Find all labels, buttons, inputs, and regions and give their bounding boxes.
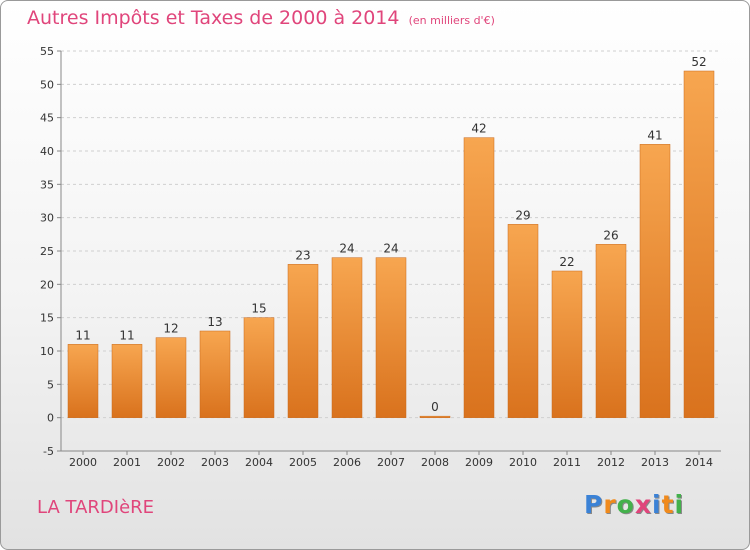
logo-letter: i: [652, 490, 662, 519]
x-tick-label: 2011: [553, 456, 581, 469]
chart-title-block: Autres Impôts et Taxes de 2000 à 2014 (e…: [27, 7, 495, 29]
y-tick-label: 15: [40, 312, 54, 325]
data-label: 42: [471, 122, 486, 136]
x-tick-label: 2014: [685, 456, 713, 469]
logo-letter: i: [674, 490, 685, 519]
bar-2004: [243, 317, 275, 418]
proxiti-logo[interactable]: Proxiti: [584, 490, 684, 519]
x-tick-label: 2005: [289, 456, 317, 469]
logo-letter: o: [616, 490, 635, 519]
bar-2014: [683, 70, 715, 418]
x-tick-label: 2012: [597, 456, 625, 469]
bar-2005: [287, 264, 319, 418]
bar-2007: [375, 257, 407, 418]
bar-2013: [639, 144, 671, 418]
x-tick-label: 2001: [113, 456, 141, 469]
data-label: 24: [383, 242, 398, 256]
y-tick-label: 25: [40, 245, 54, 258]
x-tick-label: 2009: [465, 456, 493, 469]
chart-unit: (en milliers d'€): [408, 14, 495, 27]
x-tick-label: 2013: [641, 456, 669, 469]
data-label: 0: [431, 400, 439, 414]
y-tick-label: -5: [43, 445, 54, 458]
x-tick-label: 2007: [377, 456, 405, 469]
logo-letter: t: [661, 490, 675, 519]
x-tick-label: 2004: [245, 456, 273, 469]
y-tick-label: 50: [40, 78, 54, 91]
commune-name: LA TARDIèRE: [37, 497, 155, 518]
data-label: 15: [251, 302, 266, 316]
bar-2002: [155, 337, 187, 418]
chart-title: Autres Impôts et Taxes de 2000 à 2014: [27, 7, 400, 29]
bar-2000: [67, 344, 99, 418]
x-tick-label: 2006: [333, 456, 361, 469]
x-tick-label: 2002: [157, 456, 185, 469]
data-label: 24: [339, 242, 354, 256]
data-label: 41: [647, 128, 662, 142]
y-tick-label: 30: [40, 212, 54, 225]
logo-letter: P: [584, 490, 604, 519]
bar-2009: [463, 137, 495, 418]
y-tick-label: 55: [40, 45, 54, 58]
bar-2008: [419, 415, 451, 418]
y-tick-label: 40: [40, 145, 54, 158]
bar-2010: [507, 224, 539, 418]
bar-2011: [551, 270, 583, 418]
bar-2012: [595, 244, 627, 418]
y-tick-label: 10: [40, 345, 54, 358]
data-label: 11: [119, 328, 134, 342]
data-label: 23: [295, 248, 310, 262]
data-label: 13: [207, 315, 222, 329]
data-label: 26: [603, 228, 618, 242]
y-tick-label: 0: [47, 412, 54, 425]
data-label: 12: [163, 322, 178, 336]
logo-letter: x: [634, 490, 652, 519]
y-tick-label: 5: [47, 378, 54, 391]
x-tick-label: 2010: [509, 456, 537, 469]
x-tick-label: 2000: [69, 456, 97, 469]
data-label: 29: [515, 208, 530, 222]
data-label: 52: [691, 55, 706, 69]
y-tick-label: 35: [40, 178, 54, 191]
bar-2006: [331, 257, 363, 418]
logo-letter: r: [603, 490, 617, 519]
y-tick-label: 20: [40, 278, 54, 291]
data-label: 22: [559, 255, 574, 269]
bar-2001: [111, 344, 143, 418]
x-tick-label: 2008: [421, 456, 449, 469]
y-tick-label: 45: [40, 112, 54, 125]
x-tick-label: 2003: [201, 456, 229, 469]
bar-2003: [199, 330, 231, 418]
data-label: 11: [75, 328, 90, 342]
